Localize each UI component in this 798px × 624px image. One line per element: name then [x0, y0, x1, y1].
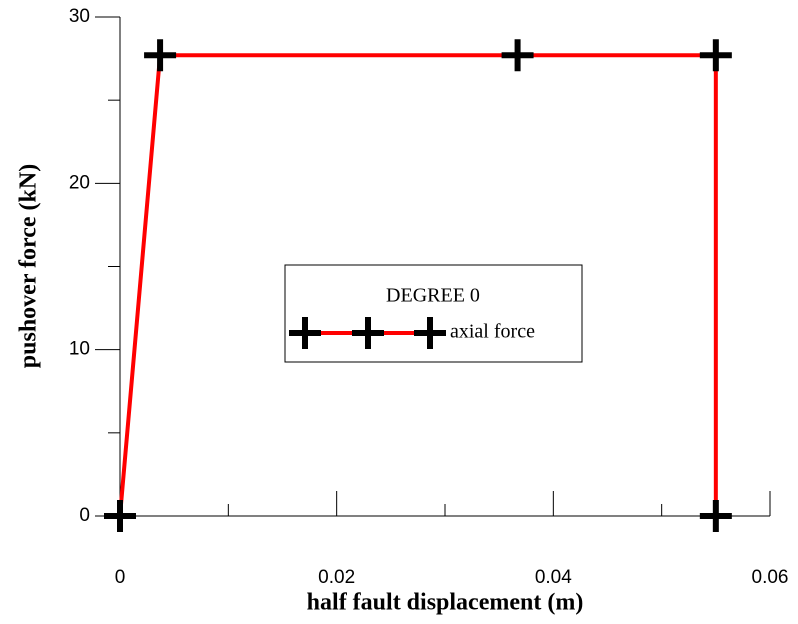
legend-marker [289, 317, 321, 349]
legend-marker [414, 317, 446, 349]
marker [501, 39, 534, 72]
x-tick-label: 0.02 [318, 567, 355, 588]
marker [104, 500, 136, 532]
legend-title: DEGREE 0 [386, 285, 480, 307]
x-tick-label: 0 [115, 567, 126, 588]
legend-box [284, 264, 583, 363]
marker [699, 39, 732, 72]
x-tick-label: 0.06 [752, 567, 789, 588]
y-tick-label: 10 [69, 339, 90, 360]
marker [144, 39, 177, 72]
y-tick-label: 0 [79, 505, 90, 526]
legend-marker [352, 317, 384, 349]
y-axis-label: pushover force (kN) [16, 164, 42, 368]
marker [699, 500, 732, 532]
y-tick-label: 30 [69, 6, 90, 27]
y-tick-label: 20 [69, 172, 90, 193]
x-axis-label: half fault displacement (m) [307, 590, 584, 616]
x-tick-label: 0.04 [535, 567, 572, 588]
legend-label: axial force [450, 321, 535, 343]
